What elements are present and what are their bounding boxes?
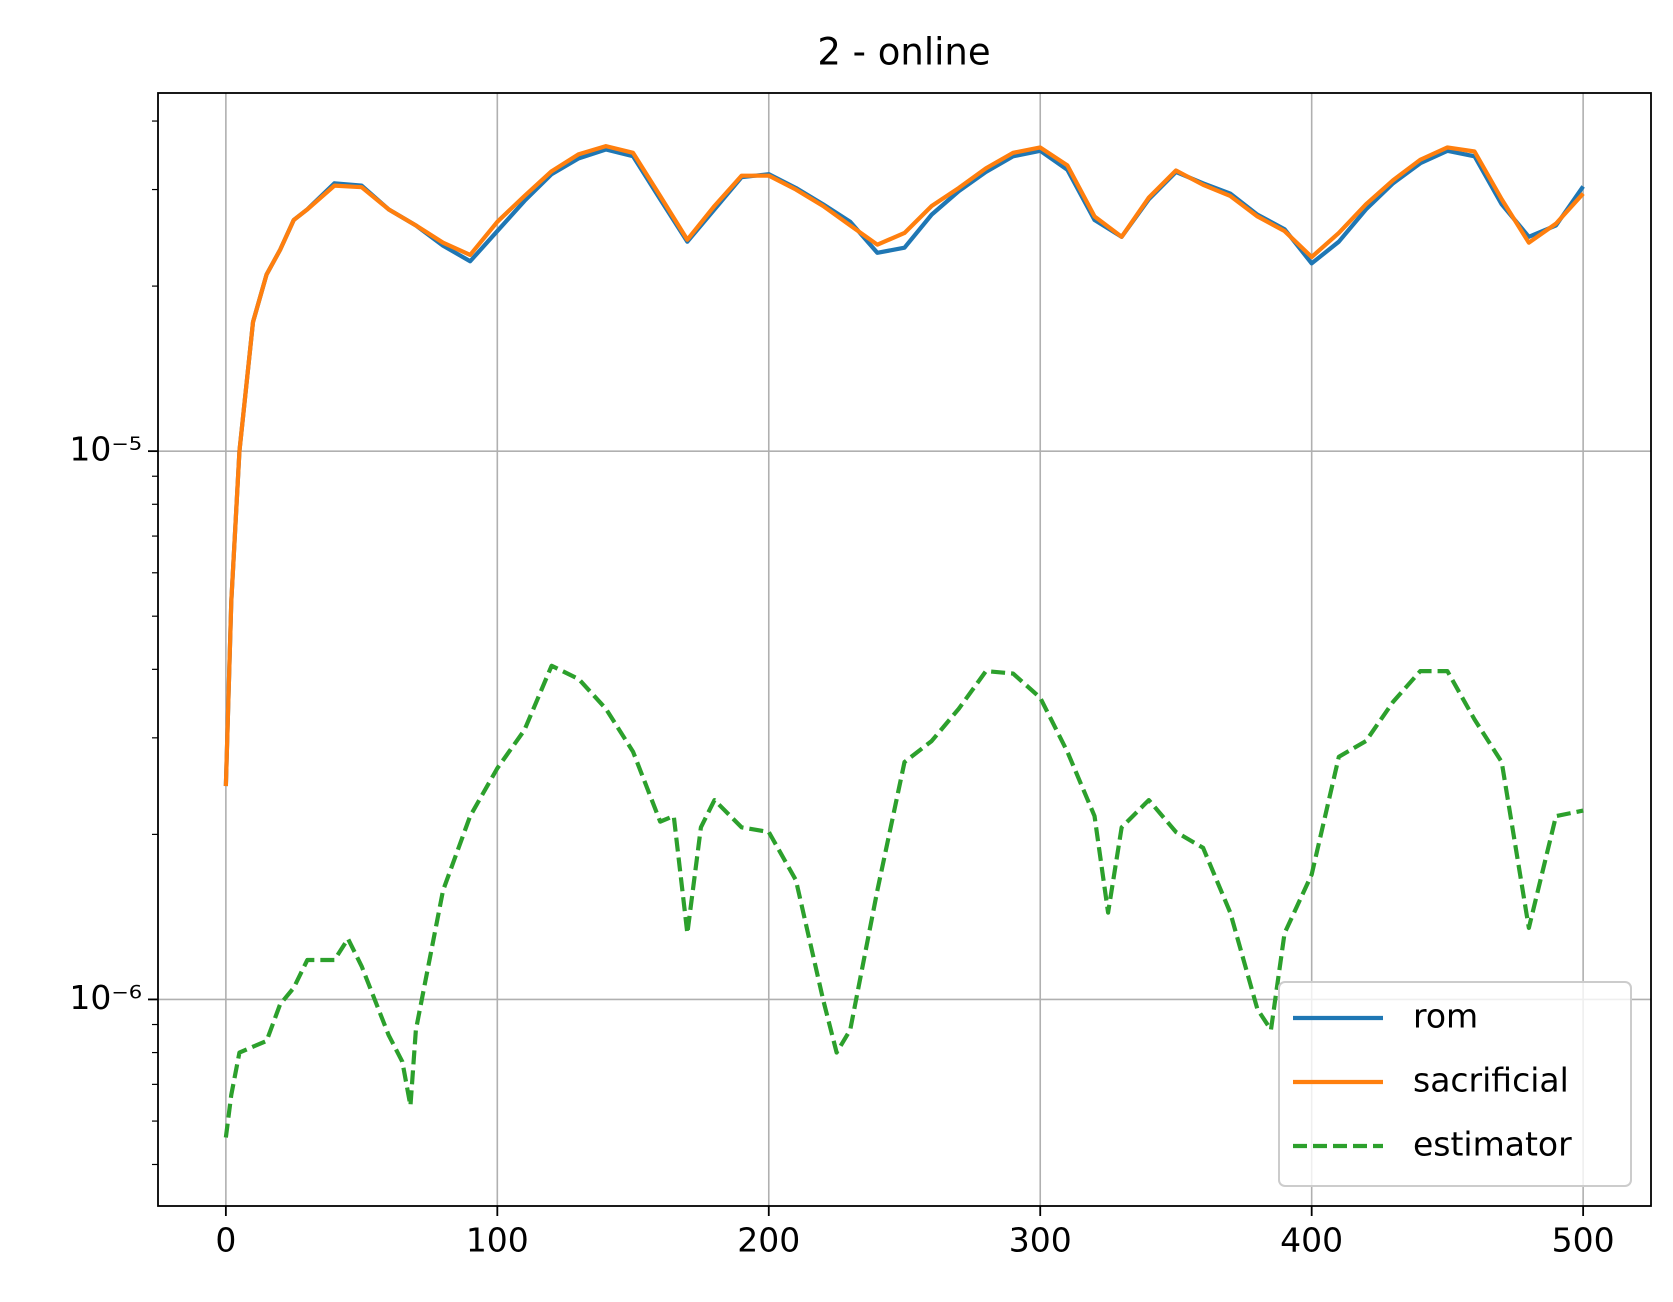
legend-box	[1278, 981, 1632, 1187]
x-tick-label: 0	[215, 1221, 236, 1260]
legend-label: estimator	[1413, 1125, 1572, 1164]
legend-label: sacrificial	[1413, 1061, 1569, 1100]
series-line	[223, 663, 1584, 1138]
y-tick-label: 10⁻⁶	[69, 978, 142, 1017]
series-line	[223, 144, 1585, 787]
chart-title: 2 - online	[817, 31, 990, 74]
legend-label: rom	[1413, 997, 1478, 1036]
y-tick-label: 10⁻⁵	[69, 430, 142, 469]
x-tick-label: 500	[1552, 1221, 1615, 1260]
plot-frame	[157, 92, 1652, 1207]
x-tick-label: 300	[1009, 1221, 1072, 1260]
x-tick-label: 400	[1280, 1221, 1343, 1260]
x-tick-label: 100	[466, 1221, 529, 1260]
x-tick-label: 200	[737, 1221, 800, 1260]
